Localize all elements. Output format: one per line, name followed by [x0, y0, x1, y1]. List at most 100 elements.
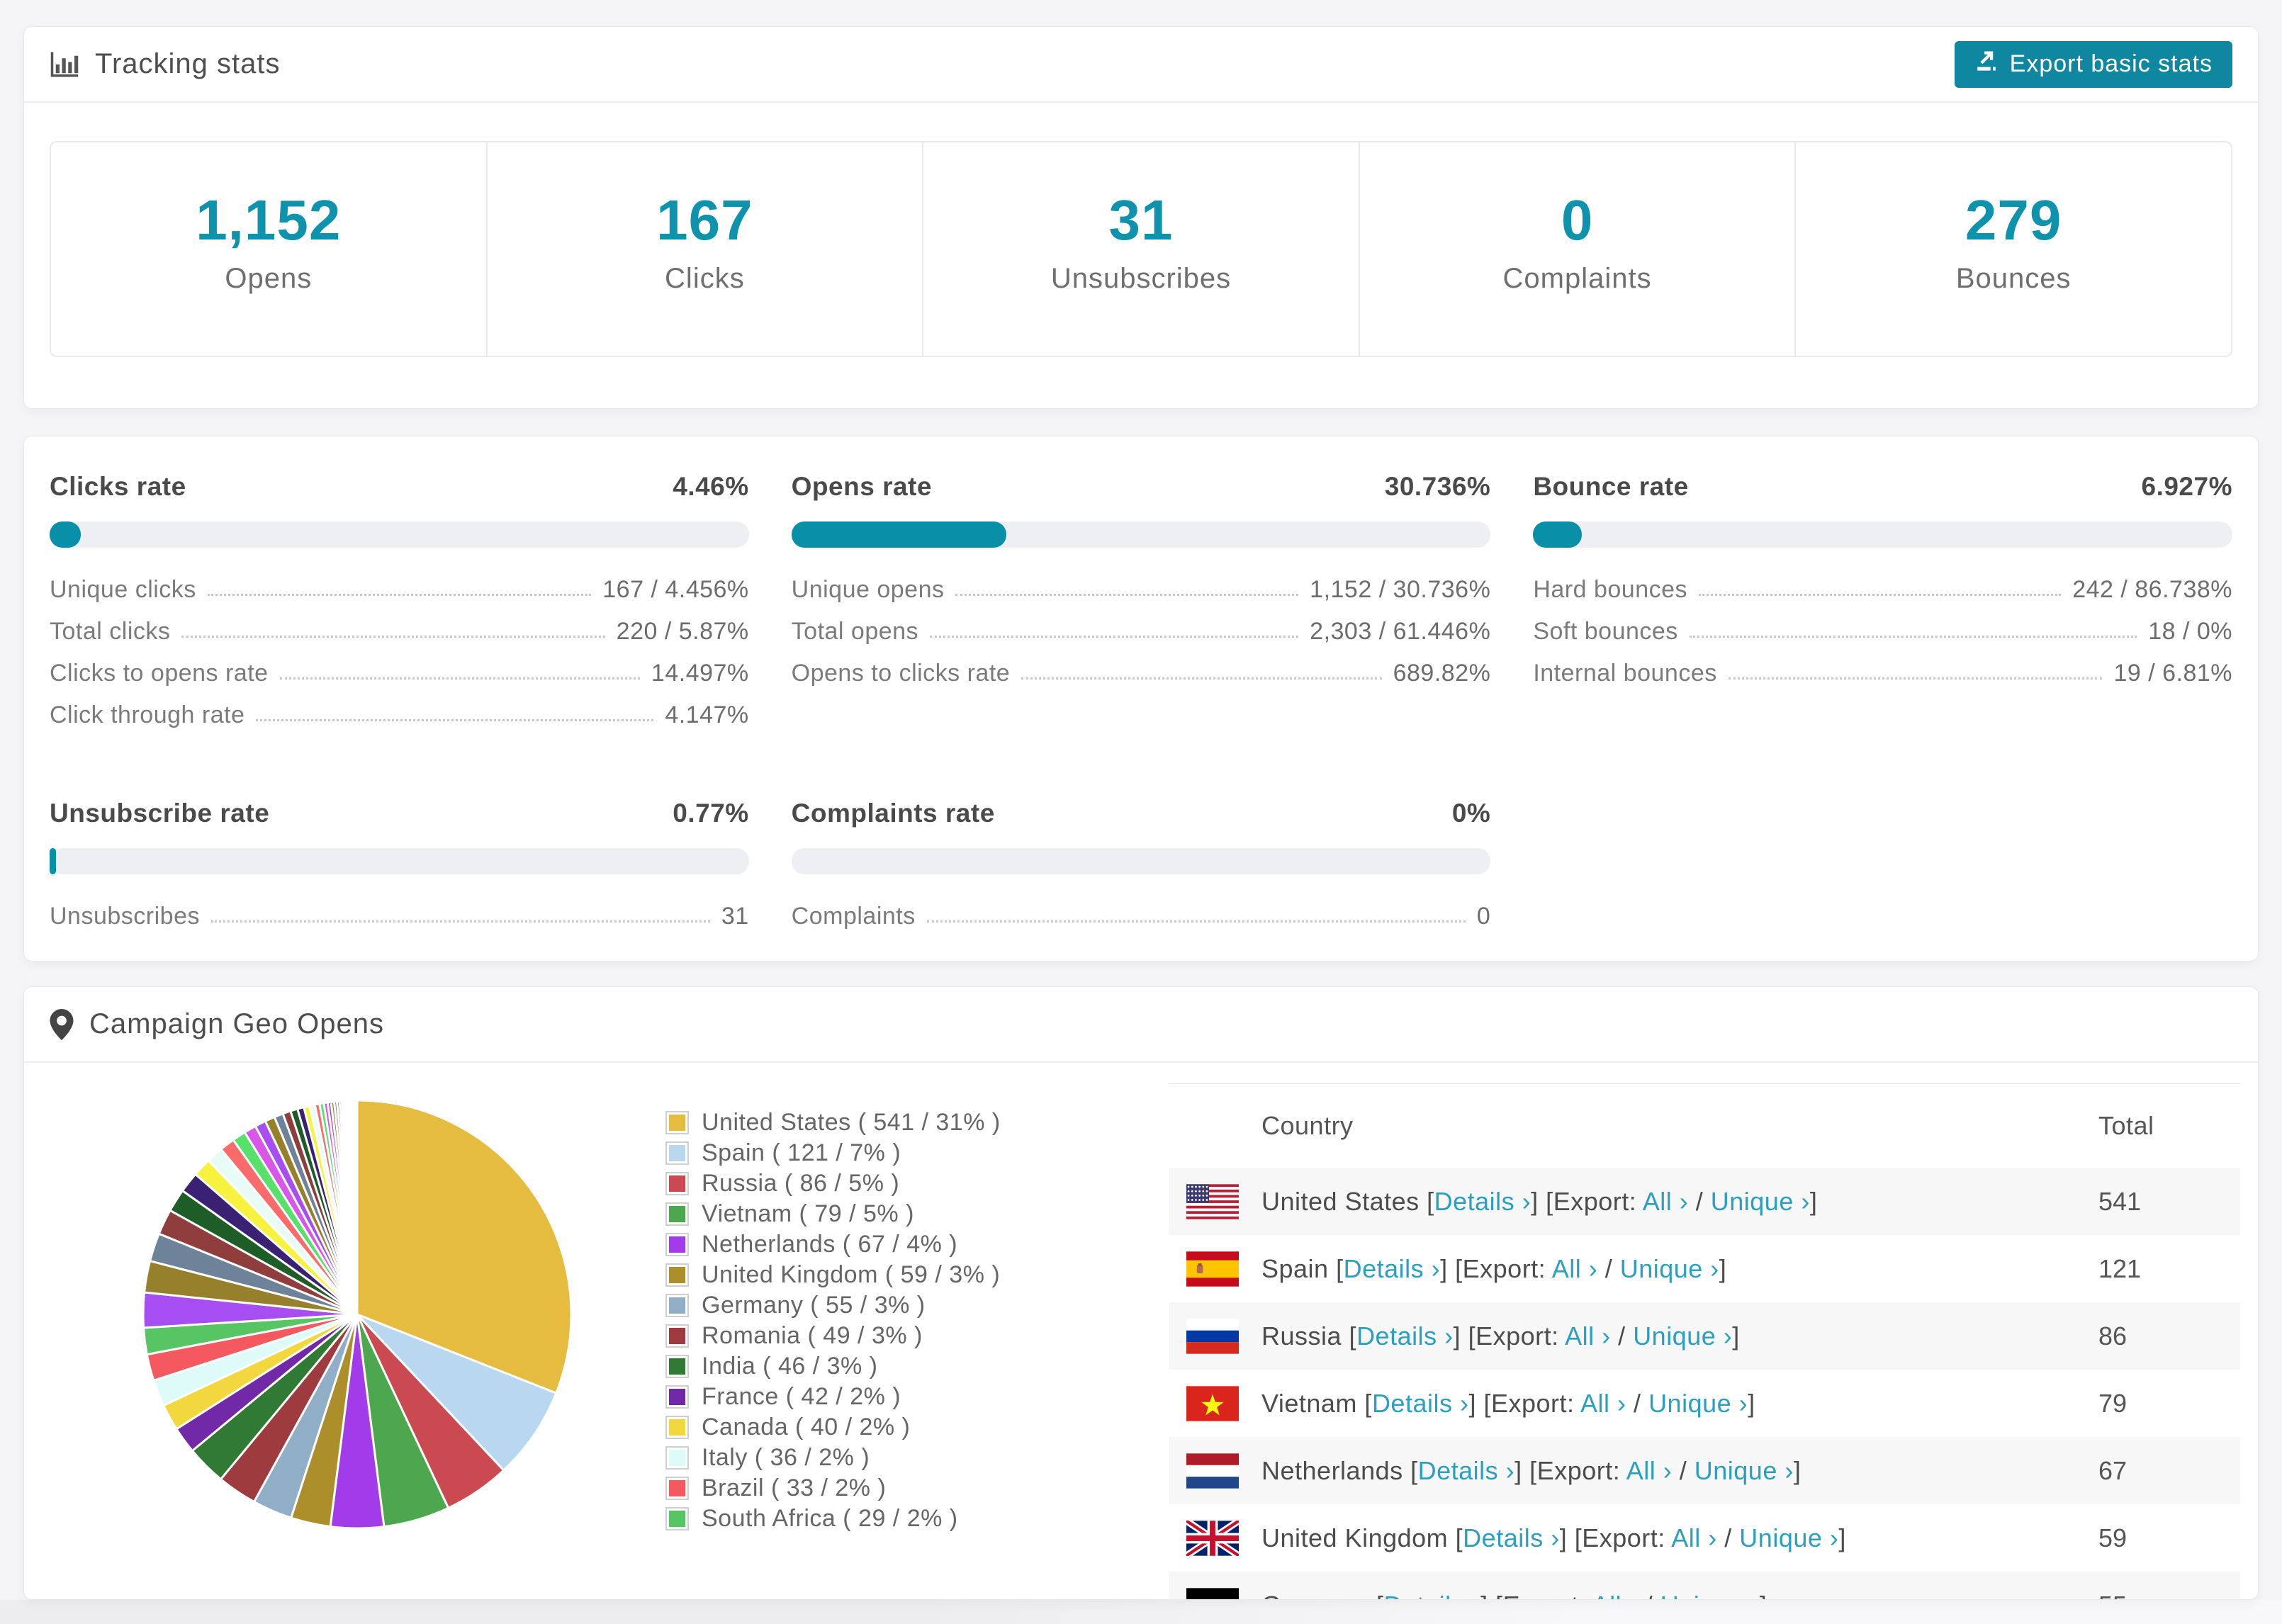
details-link[interactable]: Details ›: [1434, 1186, 1531, 1216]
rate-progress-track: [50, 521, 749, 548]
legend-label: Russia ( 86 / 5% ): [702, 1170, 900, 1197]
legend-swatch: [665, 1263, 689, 1287]
legend-item: Canada ( 40 / 2% ): [665, 1412, 1006, 1443]
rate-value: 0.77%: [673, 799, 749, 828]
legend-item: France ( 42 / 2% ): [665, 1382, 1006, 1412]
rate-progress-track: [50, 848, 749, 874]
rate-row: Hard bounces 242 / 86.738%: [1533, 576, 2232, 603]
geo-table-header: Country Total: [1169, 1084, 2240, 1168]
export-unique-link[interactable]: Unique ›: [1660, 1591, 1760, 1600]
rate-row: Total clicks 220 / 5.87%: [50, 618, 749, 645]
column-header-total: Total: [2098, 1111, 2154, 1140]
legend-label: United States ( 541 / 31% ): [702, 1109, 1001, 1136]
rate-row: Total opens 2,303 / 61.446%: [792, 618, 1491, 645]
rate-block-opens-rate: Opens rate 30.736% Unique opens 1,152 / 30.…: [791, 472, 1491, 743]
dotted-leader: [955, 594, 1299, 596]
legend-swatch: [665, 1477, 689, 1500]
rate-block-bounce-rate: Bounce rate 6.927% Hard bounces 242 / 86.73…: [1533, 472, 2232, 743]
country-name: Spain: [1261, 1253, 1329, 1283]
export-unique-link[interactable]: Unique ›: [1619, 1253, 1719, 1283]
export-unique-link[interactable]: Unique ›: [1648, 1388, 1748, 1418]
card-tracking-stats: Tracking stats Export basic stats 1,152 O…: [23, 26, 2259, 409]
export-label: Export:: [1476, 1321, 1566, 1350]
geo-content: United StatesSpainRussiaVietnamNetherlan…: [24, 1063, 2258, 1600]
legend-item: Spain ( 121 / 7% ): [665, 1138, 1006, 1168]
pie-slice[interactable]: Spain: [356, 1313, 558, 1472]
export-all-link[interactable]: All ›: [1565, 1321, 1611, 1350]
country-name: United Kingdom: [1261, 1523, 1449, 1552]
table-row: Germany [Details ›] [Export: All › / Uni…: [1169, 1572, 2240, 1600]
stat-label: Opens: [225, 263, 313, 294]
legend-label: Romania ( 49 / 3% ): [702, 1322, 923, 1349]
export-button-label: Export basic stats: [2009, 50, 2213, 77]
details-link[interactable]: Details ›: [1356, 1321, 1454, 1350]
dotted-leader: [1699, 594, 2062, 596]
rate-row: Internal bounces 19 / 6.81%: [1533, 660, 2232, 687]
country-flag-ru: [1186, 1318, 1239, 1354]
rate-row-label: Unique opens: [791, 576, 945, 603]
pie-slice[interactable]: United States: [356, 1099, 573, 1394]
stat-label: Clicks: [665, 263, 745, 294]
rate-row-value: 4.147%: [665, 701, 749, 728]
country-name: Netherlands: [1261, 1455, 1403, 1485]
column-header-country: Country: [1261, 1111, 1354, 1140]
export-all-link[interactable]: All ›: [1551, 1253, 1598, 1283]
rate-title: Opens rate: [791, 472, 932, 501]
legend-swatch: [665, 1416, 689, 1439]
rate-value: 4.46%: [673, 472, 749, 501]
export-unique-link[interactable]: Unique ›: [1694, 1455, 1794, 1485]
export-basic-stats-button[interactable]: Export basic stats: [1954, 40, 2232, 88]
rate-row-value: 689.82%: [1393, 660, 1491, 687]
rate-row: Unsubscribes 31: [50, 903, 749, 930]
rate-row-value: 1,152 / 30.736%: [1310, 576, 1491, 603]
stat-value: 0: [1561, 188, 1594, 252]
rate-progress-fill: [1533, 521, 1582, 548]
table-row: Spain [Details ›] [Export: All › / Uniqu…: [1169, 1235, 2240, 1302]
legend-item: Netherlands ( 67 / 4% ): [665, 1229, 1006, 1260]
page-title: Tracking stats: [95, 48, 281, 79]
export-all-link[interactable]: All ›: [1642, 1186, 1689, 1216]
country-flag-nl: [1186, 1453, 1239, 1489]
export-label: Export:: [1536, 1455, 1626, 1485]
dotted-leader: [207, 594, 592, 596]
rate-title: Clicks rate: [50, 472, 186, 501]
details-link[interactable]: Details ›: [1343, 1253, 1441, 1283]
export-icon: [1974, 49, 1999, 79]
export-all-link[interactable]: All ›: [1671, 1523, 1717, 1552]
rate-title: Bounce rate: [1533, 472, 1689, 501]
export-label: Export:: [1462, 1253, 1552, 1283]
pie-slice[interactable]: other: [355, 1099, 359, 1316]
stat-label: Unsubscribes: [1050, 263, 1232, 294]
row-total: 86: [2098, 1321, 2128, 1350]
rates-grid: Clicks rate 4.46% Unique clicks 167 / 4.456…: [24, 436, 2258, 944]
export-all-link[interactable]: All ›: [1626, 1455, 1673, 1485]
rate-row: Opens to clicks rate 689.82%: [792, 660, 1491, 687]
legend-swatch: [665, 1233, 689, 1256]
table-row: United States [Details ›] [Export: All ›…: [1169, 1168, 2240, 1235]
rate-progress-fill: [50, 848, 56, 874]
export-all-link[interactable]: All ›: [1592, 1591, 1639, 1600]
details-link[interactable]: Details ›: [1371, 1388, 1469, 1418]
legend-swatch: [665, 1172, 689, 1195]
table-row: Russia [Details ›] [Export: All › / Uniq…: [1169, 1302, 2240, 1370]
export-unique-link[interactable]: Unique ›: [1633, 1321, 1733, 1350]
legend-swatch: [665, 1111, 689, 1134]
dotted-leader: [181, 636, 605, 638]
rate-row: Complaints 0: [792, 903, 1491, 930]
rate-row: Unique clicks 167 / 4.456%: [50, 576, 749, 603]
stat-cell: 0 Complaints: [1358, 142, 1795, 356]
card-rates: Clicks rate 4.46% Unique clicks 167 / 4.456…: [23, 436, 2259, 962]
legend-item: Romania ( 49 / 3% ): [665, 1321, 1006, 1351]
rate-progress-track: [1533, 521, 2232, 548]
details-link[interactable]: Details ›: [1384, 1591, 1481, 1600]
stat-value: 167: [656, 188, 753, 252]
rate-row-label: Hard bounces: [1533, 576, 1688, 603]
export-all-link[interactable]: All ›: [1580, 1388, 1626, 1418]
rate-title: Unsubscribe rate: [50, 799, 270, 828]
rate-row-label: Unsubscribes: [50, 903, 200, 930]
export-unique-link[interactable]: Unique ›: [1739, 1523, 1839, 1552]
details-link[interactable]: Details ›: [1463, 1523, 1560, 1552]
details-link[interactable]: Details ›: [1417, 1455, 1515, 1485]
rate-progress-track: [791, 521, 1491, 548]
export-unique-link[interactable]: Unique ›: [1710, 1186, 1810, 1216]
